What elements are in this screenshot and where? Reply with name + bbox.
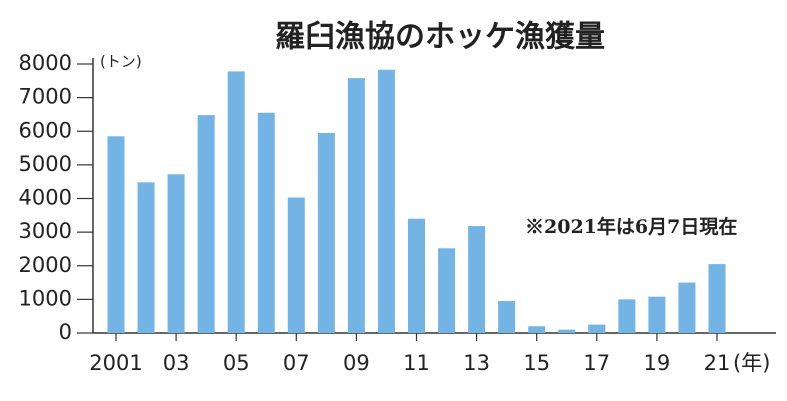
bar [528,326,546,333]
bar [648,296,666,333]
bar [347,78,365,333]
bar [468,226,486,333]
y-unit: (トン) [100,53,142,71]
x-tick-label: 21 [704,351,731,375]
y-tick-label: 1000 [19,286,72,310]
bar [377,69,395,333]
x-tick-label: 09 [343,351,370,375]
y-tick-label: 5000 [19,152,72,176]
bar [287,197,305,333]
chart-title: 羅臼漁協のホッケ漁獲量 [275,20,605,55]
x-tick-label: 2001 [89,351,142,375]
y-tick-label: 4000 [19,186,72,210]
x-tick-label: 13 [463,351,490,375]
x-tick-label: 15 [523,351,550,375]
x-tick-label: 19 [644,351,671,375]
y-tick-label: 3000 [19,219,72,243]
x-tick-label: 11 [403,351,430,375]
bar [438,248,456,333]
bar [197,115,215,333]
x-unit: (年) [733,351,770,375]
bar [618,299,636,333]
bar [408,218,425,333]
bar [708,264,726,333]
bar [678,282,696,333]
x-tick-label: 17 [583,351,610,375]
bar [167,174,185,333]
y-tick-label: 2000 [19,253,72,277]
y-tick-label: 8000 [19,51,72,75]
x-tick-label: 07 [283,351,310,375]
x-tick-label: 05 [223,351,250,375]
y-tick-label: 7000 [19,85,72,109]
y-tick-label: 6000 [19,118,72,142]
bar [227,71,245,334]
bar [257,112,275,333]
bar [137,182,155,333]
y-tick-label: 0 [59,320,72,344]
bar [558,329,576,333]
x-tick-label: 03 [163,351,190,375]
bar [588,324,606,333]
bar [317,132,335,333]
bar [107,136,125,333]
annotation: ※2021年は6月7日現在 [525,215,737,238]
bar [498,301,516,333]
